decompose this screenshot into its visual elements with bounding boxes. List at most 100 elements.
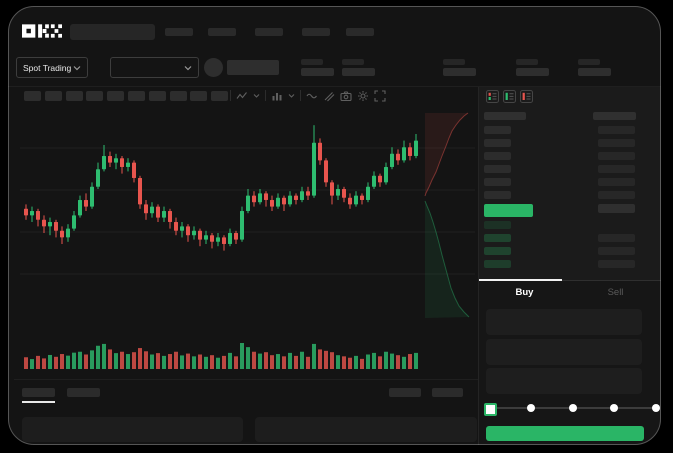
timeframe-button[interactable] bbox=[128, 91, 145, 101]
ticker-stat-value-placeholder bbox=[516, 68, 549, 76]
divider bbox=[8, 86, 661, 87]
indicators-chevron-icon[interactable] bbox=[288, 91, 295, 100]
timeframe-button[interactable] bbox=[24, 91, 41, 101]
pair-filter-select[interactable] bbox=[110, 57, 199, 78]
divider bbox=[478, 87, 479, 445]
ticker-stat-value-placeholder bbox=[443, 68, 476, 76]
ticker-stat-label-placeholder bbox=[578, 59, 600, 65]
divider bbox=[265, 90, 266, 101]
ob-header-size-placeholder bbox=[593, 112, 636, 120]
divider bbox=[300, 90, 301, 101]
draw-tool-icon[interactable] bbox=[323, 90, 335, 102]
depth-overlay bbox=[424, 112, 470, 318]
nav-item-placeholder[interactable] bbox=[165, 28, 193, 36]
nav-search-placeholder[interactable] bbox=[70, 24, 155, 40]
chart-tools bbox=[230, 88, 386, 103]
bottom-active-tab-indicator bbox=[22, 401, 55, 403]
price-chart[interactable] bbox=[20, 108, 478, 370]
ask-price-placeholder[interactable] bbox=[484, 139, 511, 147]
ask-size-placeholder bbox=[598, 178, 635, 186]
orders-tab-placeholder[interactable] bbox=[22, 388, 55, 397]
timeframe-button[interactable] bbox=[86, 91, 104, 101]
slider-handle[interactable] bbox=[484, 403, 497, 416]
ask-price-placeholder[interactable] bbox=[484, 126, 511, 134]
fullscreen-icon[interactable] bbox=[374, 89, 386, 102]
okx-logo-glyph bbox=[22, 24, 62, 38]
book-asks-only-icon[interactable] bbox=[520, 89, 533, 103]
timeframe-button[interactable] bbox=[107, 91, 125, 101]
bid-size-placeholder bbox=[598, 247, 635, 255]
ask-price-placeholder[interactable] bbox=[484, 152, 511, 160]
orders-table-placeholder bbox=[22, 417, 243, 442]
candles bbox=[24, 125, 418, 251]
nav-item-placeholder[interactable] bbox=[302, 28, 330, 36]
divider bbox=[14, 379, 478, 380]
indicators-icon[interactable] bbox=[271, 90, 283, 102]
slider-stop[interactable] bbox=[610, 404, 618, 412]
ask-size-placeholder bbox=[598, 191, 635, 199]
active-tab-indicator bbox=[479, 279, 562, 281]
ask-size-placeholder bbox=[598, 152, 635, 160]
ask-size-placeholder bbox=[598, 139, 635, 147]
last-price-bar[interactable] bbox=[484, 204, 533, 217]
ask-size-placeholder bbox=[598, 126, 635, 134]
ticker-stat-value-placeholder bbox=[342, 68, 375, 76]
bid-price-placeholder[interactable] bbox=[484, 234, 511, 242]
line-tool-icon[interactable] bbox=[306, 90, 318, 102]
candle-style-chevron-icon[interactable] bbox=[253, 91, 260, 100]
timeframe-button[interactable] bbox=[44, 91, 62, 101]
divider bbox=[479, 280, 661, 281]
orders-table-placeholder bbox=[255, 417, 477, 442]
last-size-placeholder bbox=[598, 204, 635, 213]
ticker-stat-label-placeholder bbox=[301, 59, 323, 65]
book-combined-icon[interactable] bbox=[486, 89, 499, 103]
trade-input-placeholder[interactable] bbox=[486, 338, 642, 365]
ticker-stat-value-placeholder bbox=[301, 68, 334, 76]
bid-size-placeholder bbox=[598, 260, 635, 268]
bottom-action-placeholder[interactable] bbox=[432, 388, 463, 397]
market-type-select[interactable]: Spot Trading bbox=[16, 57, 88, 78]
nav-item-placeholder[interactable] bbox=[346, 28, 374, 36]
chart-settings-icon[interactable] bbox=[357, 90, 369, 102]
candle-style-icon[interactable] bbox=[236, 90, 248, 102]
volume-bars bbox=[24, 343, 418, 369]
ticker-stat-label-placeholder bbox=[516, 59, 538, 65]
ticker-stat-label-placeholder bbox=[443, 59, 465, 65]
buy-submit-button[interactable] bbox=[486, 426, 644, 441]
ob-header-price-placeholder bbox=[484, 112, 526, 120]
history-tab-placeholder[interactable] bbox=[67, 388, 100, 397]
nav-item-placeholder[interactable] bbox=[255, 28, 283, 36]
pair-name-placeholder[interactable] bbox=[227, 60, 279, 75]
order-book-view-toggle bbox=[486, 89, 533, 103]
okx-logo[interactable]: OKX bbox=[22, 24, 62, 38]
book-bids-only-icon[interactable] bbox=[503, 89, 516, 103]
tab-buy[interactable]: Buy bbox=[515, 287, 534, 298]
tab-sell[interactable]: Sell bbox=[607, 287, 624, 298]
app-root: OKX Spot Trading bbox=[8, 6, 661, 445]
bid-price-placeholder[interactable] bbox=[484, 221, 511, 229]
nav-item-placeholder[interactable] bbox=[208, 28, 236, 36]
slider-stop[interactable] bbox=[652, 404, 660, 412]
market-type-label: Spot Trading bbox=[23, 62, 72, 73]
slider-stop[interactable] bbox=[527, 404, 535, 412]
slider-stop[interactable] bbox=[569, 404, 577, 412]
ticker-stat-value-placeholder bbox=[578, 68, 611, 76]
ask-price-placeholder[interactable] bbox=[484, 178, 511, 186]
timeframe-button[interactable] bbox=[65, 91, 83, 101]
timeframe-button[interactable] bbox=[148, 91, 166, 101]
ask-price-placeholder[interactable] bbox=[484, 165, 511, 173]
chart-gridlines bbox=[20, 147, 475, 275]
trade-input-placeholder[interactable] bbox=[486, 368, 642, 394]
timeframe-button[interactable] bbox=[211, 91, 229, 101]
ticker-stat-label-placeholder bbox=[342, 59, 364, 65]
ask-price-placeholder[interactable] bbox=[484, 191, 511, 199]
ask-size-placeholder bbox=[598, 165, 635, 173]
chevron-down-icon bbox=[73, 65, 81, 70]
trade-input-placeholder[interactable] bbox=[486, 309, 642, 335]
bid-price-placeholder[interactable] bbox=[484, 247, 511, 255]
timeframe-button[interactable] bbox=[190, 91, 208, 101]
bid-price-placeholder[interactable] bbox=[484, 260, 511, 268]
bottom-action-placeholder[interactable] bbox=[389, 388, 421, 397]
snapshot-icon[interactable] bbox=[340, 90, 352, 102]
timeframe-button[interactable] bbox=[169, 91, 187, 101]
